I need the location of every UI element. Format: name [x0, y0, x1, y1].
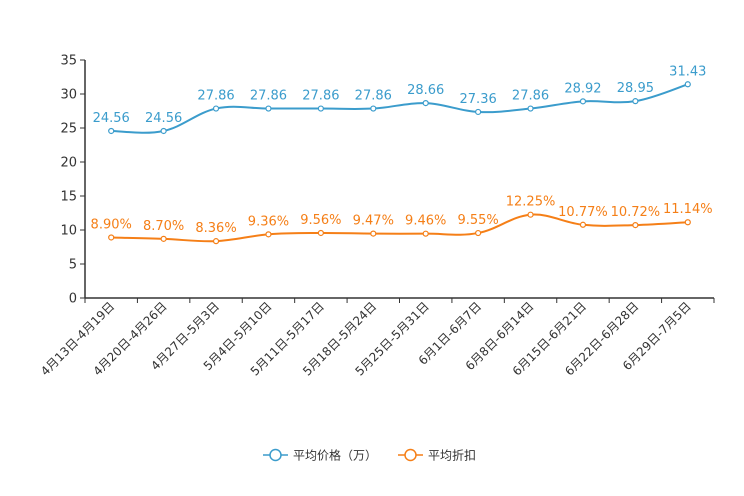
y-tick-label: 35 — [60, 54, 77, 69]
data-point[interactable] — [684, 81, 691, 88]
data-label: 27.36 — [460, 92, 497, 107]
series-layer: 24.56 24.56 27.86 27.86 27.86 27.86 28.66 27.36… — [91, 64, 713, 245]
y-tick-label: 10 — [60, 224, 77, 239]
data-label: 10.72% — [611, 205, 661, 220]
y-tick-label: 25 — [60, 122, 77, 137]
series-line — [111, 83, 689, 134]
data-label: 28.95 — [617, 81, 654, 96]
data-point[interactable] — [579, 98, 587, 105]
data-label: 24.56 — [145, 111, 182, 126]
data-point[interactable] — [160, 235, 167, 242]
data-label: 8.70% — [143, 219, 184, 234]
legend-label: 平均折扣 — [428, 448, 476, 463]
data-label: 11.14% — [663, 202, 713, 217]
data-label: 8.36% — [195, 221, 236, 236]
series-1: 8.90% 8.70% 8.36% 9.36% 9.56% 9.47% 9.46% 9.55%… — [91, 195, 713, 245]
y-tick-label: 5 — [69, 258, 77, 273]
data-point[interactable] — [579, 221, 587, 228]
data-label: 9.46% — [405, 214, 446, 229]
y-tick-label: 15 — [60, 190, 77, 205]
data-label: 28.92 — [564, 81, 601, 96]
data-label: 9.47% — [353, 214, 394, 229]
data-label: 27.86 — [250, 89, 287, 104]
data-point[interactable] — [475, 229, 482, 237]
legend-item-0[interactable]: 平均价格（万） — [263, 448, 377, 463]
data-point[interactable] — [684, 219, 691, 226]
data-point[interactable] — [212, 105, 220, 112]
series-0: 24.56 24.56 27.86 27.86 27.86 27.86 28.66 27.36… — [93, 64, 706, 135]
data-point[interactable] — [370, 230, 377, 237]
data-label: 27.86 — [355, 89, 392, 104]
data-point[interactable] — [265, 105, 272, 112]
data-point[interactable] — [475, 108, 482, 116]
data-label: 31.43 — [669, 64, 706, 79]
data-label: 9.36% — [248, 214, 289, 229]
data-point[interactable] — [317, 229, 324, 237]
legend-marker-icon — [404, 448, 417, 462]
data-point[interactable] — [160, 127, 167, 135]
data-point[interactable] — [370, 105, 377, 112]
y-tick-label: 20 — [60, 156, 77, 171]
data-label: 28.66 — [407, 83, 444, 98]
data-point[interactable] — [265, 231, 272, 238]
data-point[interactable] — [317, 105, 324, 112]
y-tick-label: 0 — [69, 292, 77, 307]
data-point[interactable] — [632, 98, 639, 105]
legend-item-1[interactable]: 平均折扣 — [398, 448, 476, 463]
data-label: 27.86 — [197, 89, 234, 104]
data-point[interactable] — [422, 230, 429, 237]
data-label: 10.77% — [558, 205, 608, 220]
data-label: 27.86 — [512, 89, 549, 104]
data-label: 12.25% — [506, 195, 556, 210]
series-line — [111, 213, 688, 243]
y-axis: 0 5 10 15 20 25 30 35 — [60, 54, 86, 307]
data-label: 9.55% — [457, 213, 498, 228]
data-point[interactable] — [212, 238, 220, 245]
data-point[interactable] — [527, 211, 534, 218]
x-axis: 4月13日-4月19日4月20日-4月26日4月27日-5月3日5月4日-5月1… — [38, 297, 715, 379]
data-point[interactable] — [422, 100, 429, 107]
y-tick-label: 30 — [60, 88, 77, 103]
data-label: 24.56 — [93, 111, 130, 126]
data-label: 9.56% — [300, 213, 341, 228]
legend-label: 平均价格（万） — [293, 448, 377, 463]
data-point[interactable] — [108, 234, 115, 241]
legend[interactable]: 平均价格（万） 平均折扣 — [263, 448, 476, 463]
data-label: 27.86 — [302, 89, 339, 104]
data-point[interactable] — [527, 105, 534, 112]
data-point[interactable] — [108, 127, 115, 135]
legend-marker-icon — [269, 448, 282, 462]
data-label: 8.90% — [91, 217, 132, 232]
data-point[interactable] — [632, 222, 639, 229]
